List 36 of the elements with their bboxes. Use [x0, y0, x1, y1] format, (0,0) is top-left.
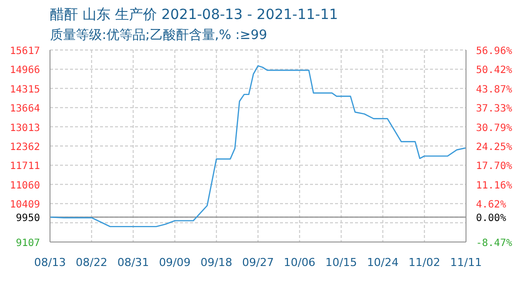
x-tick-label: 08/13 [34, 256, 66, 269]
x-tick-label: 08/22 [76, 256, 108, 269]
x-tick-label: 09/18 [200, 256, 232, 269]
y-tick-label: 14966 [10, 65, 40, 76]
y-tick-label: 10409 [10, 200, 40, 211]
y2-tick-label: 43.87% [476, 84, 512, 96]
y2-tick-label: -8.47% [476, 238, 512, 249]
y-tick-label: 13013 [10, 122, 40, 134]
y2-tick-label: 50.42% [476, 65, 512, 76]
y2-tick-label: 24.25% [476, 142, 512, 153]
y-tick-label: 9107 [16, 238, 40, 249]
y2-tick-label: 56.96% [476, 46, 512, 57]
chart-title: 醋酐 山东 生产价 2021-08-13 - 2021-11-11 [50, 6, 338, 24]
y2-tick-label: 0.00% [476, 213, 506, 224]
x-tick-label: 10/24 [366, 256, 399, 269]
y-tick-label: 13664 [10, 104, 40, 115]
x-tick-label: 10/15 [325, 256, 358, 269]
y-tick-label: 9950 [16, 213, 40, 224]
y-tick-label: 11060 [10, 180, 40, 192]
x-tick-label: 08/31 [117, 256, 150, 269]
x-tick-label: 11/02 [408, 256, 440, 269]
y-tick-label: 12362 [10, 142, 40, 153]
chart-subtitle: 质量等级:优等品;乙酸酐含量,% :≥99 [50, 27, 268, 44]
y-tick-label: 11711 [10, 161, 40, 172]
x-tick-label: 09/27 [242, 256, 274, 269]
y2-tick-label: 4.62% [476, 200, 506, 211]
y2-tick-label: 11.16% [476, 180, 512, 192]
x-tick-label: 11/11 [450, 256, 482, 269]
line-series [50, 65, 466, 228]
x-tick-label: 09/09 [158, 256, 191, 269]
y-tick-label: 15617 [10, 46, 40, 57]
y-tick-label: 14315 [10, 84, 40, 96]
y2-tick-label: 17.70% [476, 161, 512, 172]
y2-tick-label: 30.79% [476, 122, 512, 134]
x-tick-label: 10/06 [284, 256, 316, 269]
y2-tick-label: 37.33% [476, 104, 512, 115]
